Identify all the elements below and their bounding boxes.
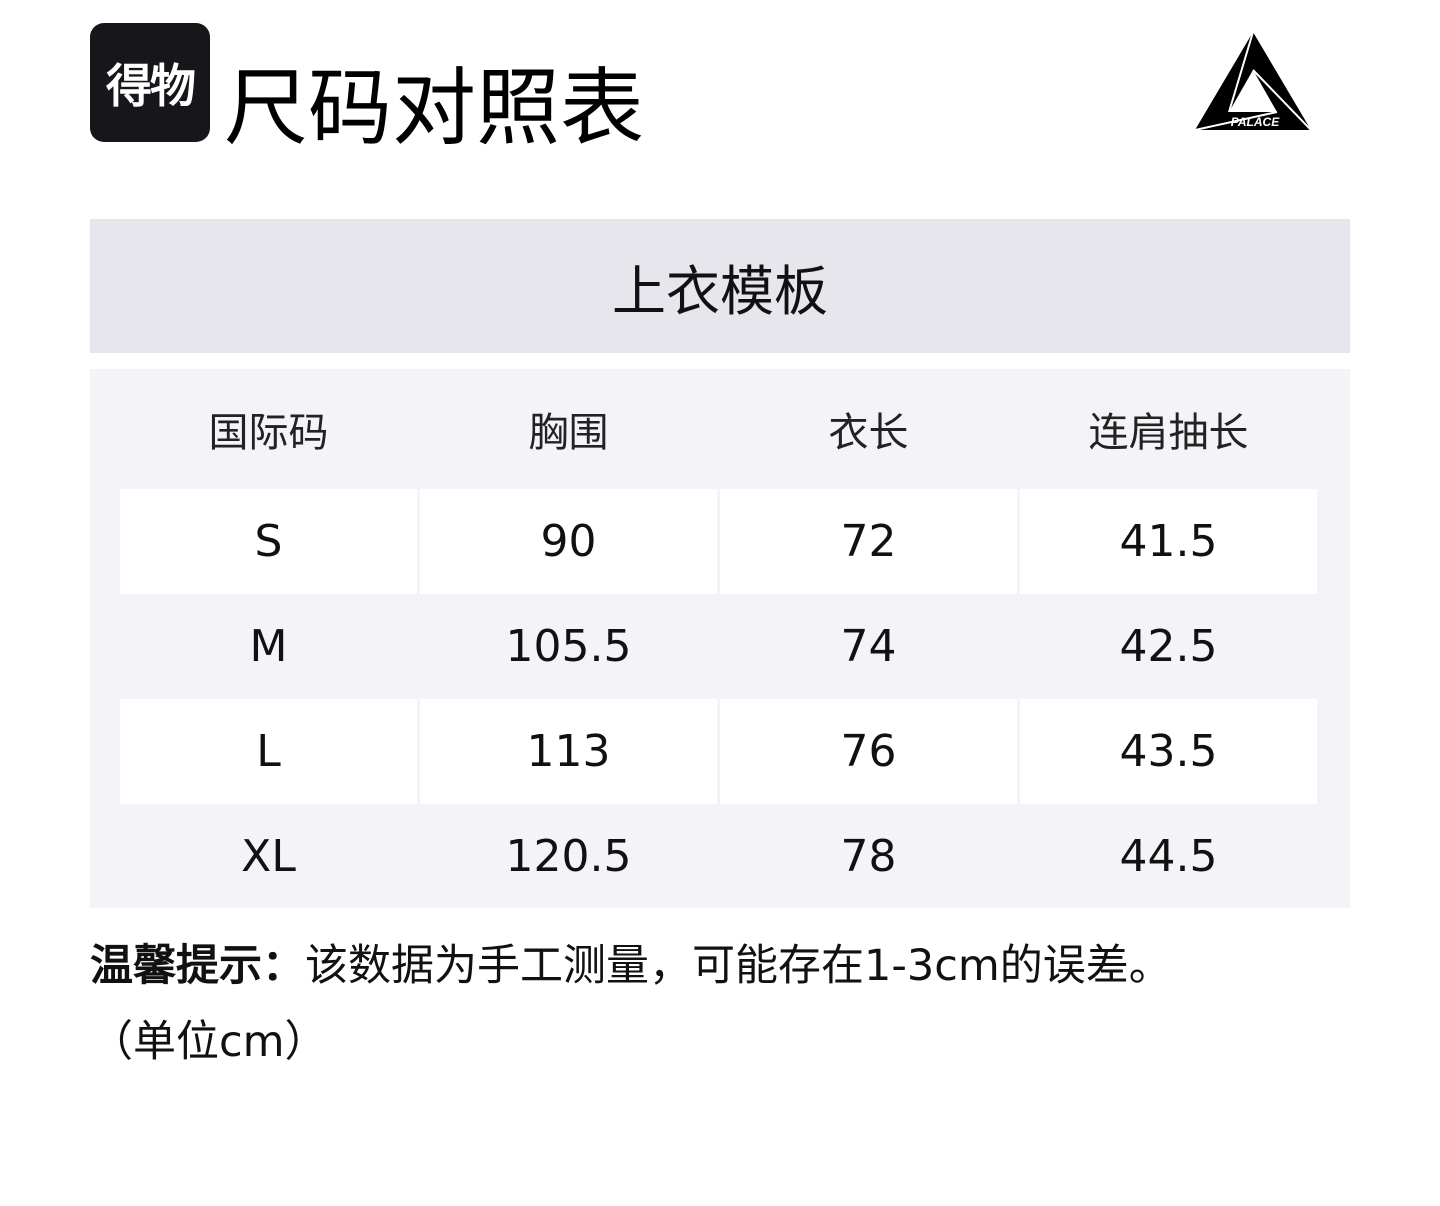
table-cell: 120.5 xyxy=(505,830,632,882)
table-cell: 74 xyxy=(840,621,897,672)
table-cell: 43.5 xyxy=(1020,699,1317,804)
template-title: 上衣模板 xyxy=(90,219,1350,353)
measurement-note: 温馨提示：该数据为手工测量，可能存在1-3cm的误差。 （单位cm） xyxy=(90,928,1172,1080)
logo-text: 得物 xyxy=(106,58,196,113)
table-cell: 72 xyxy=(720,489,1017,594)
header-cell: 衣长 xyxy=(828,410,909,456)
table-cell: 113 xyxy=(420,699,717,804)
page-title: 尺码对照表 xyxy=(224,59,645,157)
header-cell: 国际码 xyxy=(208,410,329,456)
table-cell: 105.5 xyxy=(505,621,632,672)
header-cell: 胸围 xyxy=(528,410,609,456)
table-row: S 90 72 41.5 xyxy=(120,489,1317,594)
table-cell: 44.5 xyxy=(1119,830,1218,882)
table-cell: S xyxy=(120,489,417,594)
table-cell: 78 xyxy=(840,830,897,882)
table-row: M 105.5 74 42.5 xyxy=(120,594,1317,699)
table-cell: 90 xyxy=(420,489,717,594)
svg-text:PALACE: PALACE xyxy=(1231,115,1280,129)
table-row: L 113 76 43.5 xyxy=(120,699,1317,804)
note-label: 温馨提示： xyxy=(90,941,305,991)
note-text: 该数据为手工测量，可能存在1-3cm的误差。 xyxy=(305,941,1172,991)
table-cell: XL xyxy=(241,830,296,882)
table-cell: 41.5 xyxy=(1020,489,1317,594)
header-cell: 连肩抽长 xyxy=(1088,410,1249,456)
palace-logo: PALACE xyxy=(1194,31,1312,131)
dewu-logo: 得物 xyxy=(90,23,210,142)
table-cell: 42.5 xyxy=(1119,621,1218,672)
table-cell: 76 xyxy=(720,699,1017,804)
table-row: XL 120.5 78 44.5 xyxy=(120,804,1317,908)
table-header: 国际码 胸围 衣长 连肩抽长 xyxy=(120,369,1317,489)
note-unit: （单位cm） xyxy=(90,1017,328,1067)
size-table: 国际码 胸围 衣长 连肩抽长 S 90 72 41.5 M 105.5 74 4… xyxy=(90,369,1350,908)
table-cell: M xyxy=(249,621,288,672)
table-cell: L xyxy=(120,699,417,804)
